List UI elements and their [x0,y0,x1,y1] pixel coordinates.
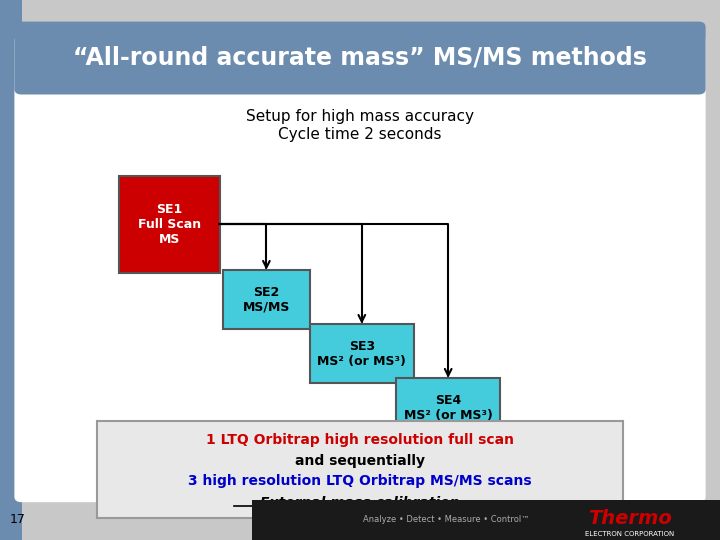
Text: and sequentially: and sequentially [295,454,425,468]
FancyBboxPatch shape [252,500,720,540]
FancyBboxPatch shape [14,35,706,502]
Text: SE1
Full Scan
MS: SE1 Full Scan MS [138,202,201,246]
Text: Analyze • Detect • Measure • Control™: Analyze • Detect • Measure • Control™ [363,515,530,524]
FancyBboxPatch shape [119,176,220,273]
Text: 3 high resolution LTQ Orbitrap MS/MS scans: 3 high resolution LTQ Orbitrap MS/MS sca… [188,474,532,488]
FancyBboxPatch shape [0,0,22,540]
Text: SE3
MS² (or MS³): SE3 MS² (or MS³) [318,340,406,368]
Text: SE4
MS² (or MS³): SE4 MS² (or MS³) [404,394,492,422]
FancyBboxPatch shape [223,270,310,329]
FancyBboxPatch shape [396,378,500,437]
Text: External mass calibration: External mass calibration [260,496,460,510]
Text: 1 LTQ Orbitrap high resolution full scan: 1 LTQ Orbitrap high resolution full scan [206,434,514,448]
Text: SE2
MS/MS: SE2 MS/MS [243,286,290,314]
Text: Setup for high mass accuracy: Setup for high mass accuracy [246,109,474,124]
FancyBboxPatch shape [14,22,706,94]
Text: 17: 17 [10,513,26,526]
Text: Cycle time 2 seconds: Cycle time 2 seconds [278,127,442,143]
FancyBboxPatch shape [97,421,623,518]
Text: ELECTRON CORPORATION: ELECTRON CORPORATION [585,530,675,537]
Text: Thermo: Thermo [588,509,672,528]
FancyBboxPatch shape [310,324,414,383]
Text: “All-round accurate mass” MS/MS methods: “All-round accurate mass” MS/MS methods [73,46,647,70]
